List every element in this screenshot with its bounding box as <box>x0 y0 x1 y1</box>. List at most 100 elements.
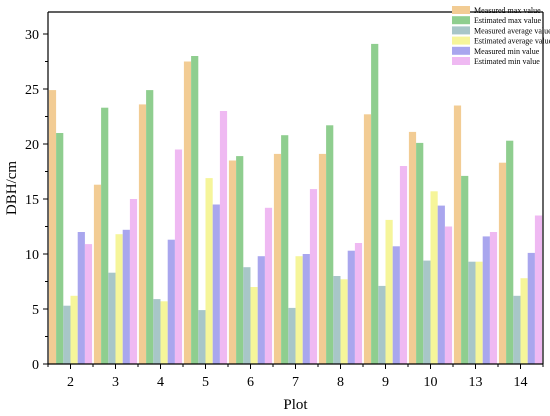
bar-14-series-3 <box>513 295 521 364</box>
y-tick-label: 0 <box>32 358 39 373</box>
bar-13-series-5 <box>482 236 490 364</box>
bar-7-series-4 <box>295 256 303 364</box>
bar-3-series-3 <box>108 272 116 364</box>
bar-7-series-5 <box>302 254 310 364</box>
legend-label: Estimated average value <box>474 37 550 46</box>
bars-layer <box>48 43 543 365</box>
bar-2-series-2 <box>56 133 64 364</box>
legend-swatch <box>452 6 470 14</box>
bar-3-series-6 <box>129 199 138 364</box>
y-tick-label: 10 <box>25 248 39 263</box>
axes-layer: 0 5 10 15 20 25 30 2 3 4 5 6 7 8 9 10 13 14 <box>25 11 544 390</box>
bar-4-series-3 <box>153 299 161 364</box>
bar-13-series-2 <box>461 175 469 364</box>
bar-4-series-4 <box>160 301 168 364</box>
bar-10-series-3 <box>423 260 431 364</box>
legend-label: Estimated max value <box>474 16 542 25</box>
y-tick-label: 20 <box>25 138 39 153</box>
bar-5-series-2 <box>191 56 199 364</box>
bar-2-series-5 <box>77 232 85 364</box>
bar-6-series-5 <box>257 256 265 364</box>
legend-swatch <box>452 36 470 45</box>
bar-6-series-2 <box>236 156 244 364</box>
x-tick-label: 13 <box>469 375 483 390</box>
bar-2-series-3 <box>63 305 71 364</box>
bar-5-series-5 <box>212 204 220 364</box>
y-tick-label: 25 <box>25 83 39 98</box>
bar-10-series-2 <box>416 142 424 364</box>
bar-4-series-2 <box>146 90 154 364</box>
bar-6-series-4 <box>250 287 258 364</box>
bar-2-series-1 <box>48 90 57 364</box>
bar-7-series-6 <box>309 189 318 364</box>
y-axis-title: DBH/cm <box>4 161 20 215</box>
bar-13-series-4 <box>475 261 483 364</box>
bar-7-series-1 <box>273 153 282 364</box>
bar-3-series-5 <box>122 229 130 364</box>
legend-swatch <box>452 46 470 55</box>
bar-4-series-1 <box>138 104 147 365</box>
y-tick-label: 5 <box>32 303 39 318</box>
bar-8-series-6 <box>354 243 363 364</box>
x-axis-title: Plot <box>283 397 308 413</box>
bar-14-series-2 <box>506 140 514 364</box>
bar-9-series-2 <box>371 43 379 365</box>
bar-6-series-6 <box>264 207 273 364</box>
bar-10-series-6 <box>444 226 453 364</box>
bar-8-series-2 <box>326 125 334 364</box>
bar-9-series-1 <box>363 114 372 364</box>
x-tick-label: 4 <box>157 375 164 390</box>
bar-9-series-6 <box>399 166 408 364</box>
bar-5-series-6 <box>219 111 228 364</box>
bar-14-series-6 <box>534 215 543 364</box>
bar-9-series-3 <box>378 285 386 364</box>
bar-8-series-3 <box>333 276 341 364</box>
x-tick-label: 8 <box>337 375 344 390</box>
bar-3-series-1 <box>93 184 102 364</box>
legend-swatch <box>452 57 470 65</box>
x-tick-label: 2 <box>67 375 74 390</box>
bar-2-series-6 <box>84 244 93 364</box>
x-tick-label: 5 <box>202 375 209 390</box>
bar-3-series-4 <box>115 234 123 364</box>
legend-label: Measured min value <box>474 47 540 56</box>
legend-label: Measured max value <box>474 6 541 15</box>
bar-6-series-3 <box>243 267 251 364</box>
y-tick-label: 15 <box>25 193 39 208</box>
x-tick-label: 10 <box>424 375 438 390</box>
bar-3-series-2 <box>101 107 109 364</box>
bar-5-series-1 <box>183 61 192 364</box>
legend-label: Measured average value <box>474 26 550 35</box>
bar-10-series-5 <box>437 205 445 364</box>
bar-6-series-1 <box>228 160 237 364</box>
x-tick-label: 9 <box>382 375 389 390</box>
bar-4-series-6 <box>174 149 183 364</box>
bar-9-series-4 <box>385 219 393 364</box>
bar-4-series-5 <box>167 239 175 364</box>
y-tick-label: 30 <box>25 28 39 43</box>
x-tick-label: 7 <box>292 375 299 390</box>
x-tick-label: 14 <box>514 375 528 390</box>
legend-swatch <box>452 26 470 35</box>
bar-9-series-5 <box>392 246 400 364</box>
bar-5-series-3 <box>198 310 206 364</box>
bar-7-series-3 <box>288 307 296 364</box>
bar-13-series-1 <box>453 105 462 364</box>
bar-7-series-2 <box>281 135 289 364</box>
bar-10-series-1 <box>408 131 417 364</box>
bar-14-series-4 <box>520 278 528 364</box>
legend-swatch <box>452 16 470 25</box>
bar-8-series-1 <box>318 153 327 364</box>
bar-5-series-4 <box>205 178 213 364</box>
x-tick-label: 6 <box>247 375 254 390</box>
x-tick-label: 3 <box>112 375 119 390</box>
bar-8-series-4 <box>340 279 348 364</box>
bar-2-series-4 <box>70 295 78 364</box>
bar-13-series-3 <box>468 261 476 364</box>
bar-10-series-4 <box>430 191 438 364</box>
legend-label: Estimated min value <box>474 57 540 66</box>
bar-8-series-5 <box>347 250 355 364</box>
bar-14-series-1 <box>498 162 507 364</box>
